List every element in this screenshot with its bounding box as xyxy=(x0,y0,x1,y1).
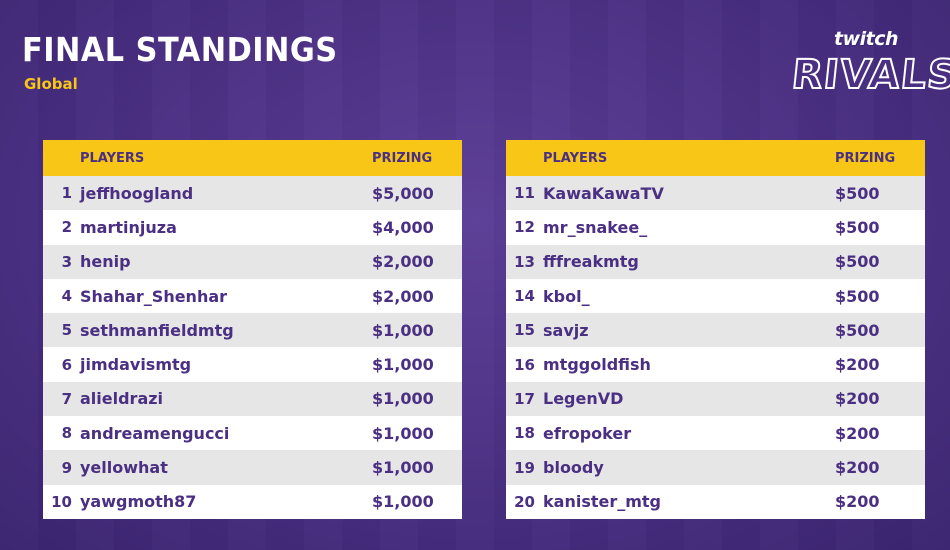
prize-cell: $2,000 xyxy=(372,252,434,272)
player-name-cell: alieldrazi xyxy=(80,389,164,409)
player-name-cell: Shahar_Shenhar xyxy=(80,286,228,306)
player-name-cell: andreamengucci xyxy=(80,423,230,443)
table-row: 2 martinjuza $4,000 xyxy=(43,210,462,245)
rank-cell: 13 xyxy=(514,252,535,271)
prize-cell: $1,000 xyxy=(372,492,434,512)
prize-cell: $200 xyxy=(835,355,880,375)
rank-cell: 7 xyxy=(61,389,72,408)
player-name-cell: henip xyxy=(80,252,131,272)
rank-cell: 2 xyxy=(61,218,72,237)
player-name-cell: martinjuza xyxy=(80,217,177,237)
player-name-cell: yellowhat xyxy=(80,458,168,478)
rank-cell: 15 xyxy=(514,321,535,340)
prize-cell: $1,000 xyxy=(372,320,434,340)
table-header: PLAYERS PRIZING xyxy=(506,140,925,176)
player-name-cell: KawaKawaTV xyxy=(543,183,664,203)
table-body: 1 jeffhoogland $5,000 2 martinjuza $4,000 3 hen… xyxy=(43,176,462,519)
standings-table-left: PLAYERS PRIZING 1 jeffhoogland $5,000 2 mart… xyxy=(43,140,462,519)
prize-cell: $500 xyxy=(835,217,880,237)
prize-cell: $200 xyxy=(835,423,880,443)
rank-cell: 18 xyxy=(514,424,535,443)
prize-cell: $500 xyxy=(835,320,880,340)
prize-cell: $2,000 xyxy=(372,286,434,306)
prizing-column-header: PRIZING xyxy=(372,150,433,166)
rank-cell: 11 xyxy=(514,184,535,203)
table-row: 11 KawaKawaTV $500 xyxy=(506,176,925,211)
player-name-cell: savjz xyxy=(543,320,589,340)
table-header: PLAYERS PRIZING xyxy=(43,140,462,176)
rank-cell: 8 xyxy=(61,424,72,443)
table-row: 13 fffreakmtg $500 xyxy=(506,244,925,279)
prize-cell: $500 xyxy=(835,252,880,272)
rank-cell: 20 xyxy=(514,492,535,511)
player-name-cell: kbol_ xyxy=(543,286,590,306)
player-name-cell: yawgmoth87 xyxy=(80,492,197,512)
table-row: 16 mtggoldfish $200 xyxy=(506,347,925,382)
table-row: 12 mr_snakee_ $500 xyxy=(506,210,925,245)
prize-cell: $200 xyxy=(835,492,880,512)
table-row: 20 kanister_mtg $200 xyxy=(506,484,925,519)
prize-cell: $1,000 xyxy=(372,458,434,478)
prize-cell: $4,000 xyxy=(372,217,434,237)
table-row: 6 jimdavismtg $1,000 xyxy=(43,347,462,382)
page-subtitle: Global xyxy=(24,75,78,93)
rank-cell: 9 xyxy=(61,458,72,477)
player-name-cell: fffreakmtg xyxy=(543,252,639,272)
prize-cell: $1,000 xyxy=(372,355,434,375)
twitch-rivals-logo: twitch RIVALS xyxy=(789,28,950,100)
standings-table-right: PLAYERS PRIZING 11 KawaKawaTV $500 12 mr_sna… xyxy=(506,140,925,519)
player-name-cell: LegenVD xyxy=(543,389,624,409)
prize-cell: $5,000 xyxy=(372,183,434,203)
player-name-cell: mtggoldfish xyxy=(543,355,651,375)
table-row: 18 efropoker $200 xyxy=(506,416,925,451)
rank-cell: 16 xyxy=(514,355,535,374)
rank-cell: 5 xyxy=(61,321,72,340)
rank-cell: 3 xyxy=(61,252,72,271)
player-name-cell: kanister_mtg xyxy=(543,492,661,512)
rank-cell: 10 xyxy=(51,492,72,511)
player-name-cell: bloody xyxy=(543,458,604,478)
prize-cell: $200 xyxy=(835,458,880,478)
table-row: 19 bloody $200 xyxy=(506,450,925,485)
rank-cell: 19 xyxy=(514,458,535,477)
rank-cell: 12 xyxy=(514,218,535,237)
table-row: 10 yawgmoth87 $1,000 xyxy=(43,484,462,519)
table-row: 15 savjz $500 xyxy=(506,313,925,348)
table-row: 3 henip $2,000 xyxy=(43,244,462,279)
table-body: 11 KawaKawaTV $500 12 mr_snakee_ $500 13 fffrea… xyxy=(506,176,925,519)
player-name-cell: jeffhoogland xyxy=(80,183,194,203)
rank-cell: 6 xyxy=(61,355,72,374)
prize-cell: $500 xyxy=(835,183,880,203)
prize-cell: $500 xyxy=(835,286,880,306)
table-row: 7 alieldrazi $1,000 xyxy=(43,381,462,417)
rank-cell: 14 xyxy=(514,287,535,306)
rank-cell: 17 xyxy=(514,389,535,408)
page-title: FINAL STANDINGS xyxy=(22,30,338,69)
table-row: 5 sethmanfieldmtg $1,000 xyxy=(43,313,462,348)
table-row: 1 jeffhoogland $5,000 xyxy=(43,176,462,211)
twitch-wordmark: twitch xyxy=(833,28,899,50)
players-column-header: PLAYERS xyxy=(543,150,608,166)
player-name-cell: mr_snakee_ xyxy=(543,217,648,237)
prize-cell: $200 xyxy=(835,389,880,409)
table-row: 4 Shahar_Shenhar $2,000 xyxy=(43,278,462,314)
prize-cell: $1,000 xyxy=(372,389,434,409)
player-name-cell: efropoker xyxy=(543,423,632,443)
table-row: 9 yellowhat $1,000 xyxy=(43,450,462,485)
prizing-column-header: PRIZING xyxy=(835,150,896,166)
player-name-cell: jimdavismtg xyxy=(80,355,192,375)
rivals-wordmark: RIVALS xyxy=(789,51,950,99)
table-row: 17 LegenVD $200 xyxy=(506,381,925,417)
player-name-cell: sethmanfieldmtg xyxy=(80,320,234,340)
players-column-header: PLAYERS xyxy=(80,150,145,166)
rank-cell: 1 xyxy=(61,184,72,203)
table-row: 8 andreamengucci $1,000 xyxy=(43,416,462,451)
table-row: 14 kbol_ $500 xyxy=(506,278,925,314)
rank-cell: 4 xyxy=(61,287,72,306)
prize-cell: $1,000 xyxy=(372,423,434,443)
